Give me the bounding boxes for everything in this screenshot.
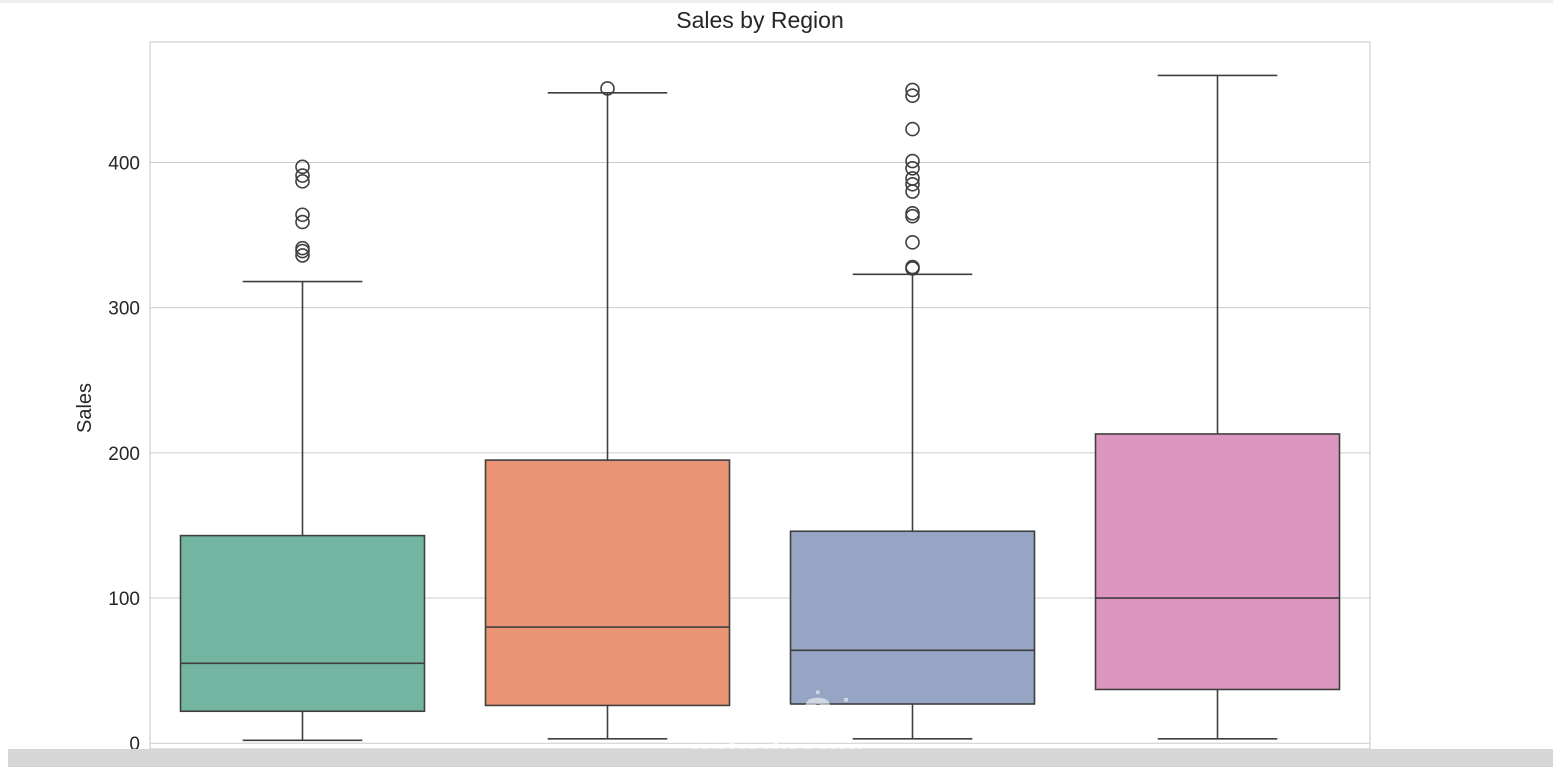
box-iqr: [1094, 433, 1341, 691]
y-tick-label: 100: [108, 589, 140, 610]
y-tick-label: 300: [108, 299, 140, 320]
top-rule: [0, 0, 1553, 3]
outlier-point: [295, 207, 310, 223]
box-2: [484, 81, 731, 740]
left-gap: [0, 749, 8, 767]
y-tick-label: 400: [108, 153, 140, 174]
box-4: [1094, 74, 1341, 740]
outlier-point: [295, 248, 310, 263]
outlier-point: [600, 81, 615, 96]
outlier-point: [295, 214, 310, 230]
outlier-point: [905, 161, 920, 176]
y-tick-label: 0: [129, 734, 140, 755]
outlier-point: [295, 174, 310, 189]
watermark-arabic-text: نفذلي: [701, 676, 854, 734]
outlier-point: [295, 159, 310, 175]
outlier-point: [905, 259, 920, 275]
y-axis-ticks: 0 100 200 300 400: [108, 153, 140, 755]
outlier-point: [905, 153, 920, 169]
y-axis-label: Sales: [74, 383, 96, 433]
box-3: [789, 82, 1036, 740]
outlier-point: [905, 88, 920, 104]
outlier-point: [905, 235, 920, 250]
boxes: [179, 74, 1341, 742]
outlier-point: [295, 240, 310, 256]
box-iqr: [179, 534, 426, 713]
outlier-point: [905, 121, 920, 137]
box-1: [179, 159, 426, 742]
outlier-point: [905, 206, 920, 221]
chart-title: Sales by Region: [676, 7, 844, 33]
outlier-point: [905, 171, 920, 186]
box-iqr: [484, 459, 731, 707]
outlier-point: [905, 82, 920, 98]
y-tick-label: 200: [108, 444, 140, 465]
box-iqr: [789, 530, 1036, 705]
outlier-point: [905, 176, 920, 192]
outlier-point: [295, 168, 310, 183]
bottom-scrollbar-track: [8, 749, 1553, 767]
